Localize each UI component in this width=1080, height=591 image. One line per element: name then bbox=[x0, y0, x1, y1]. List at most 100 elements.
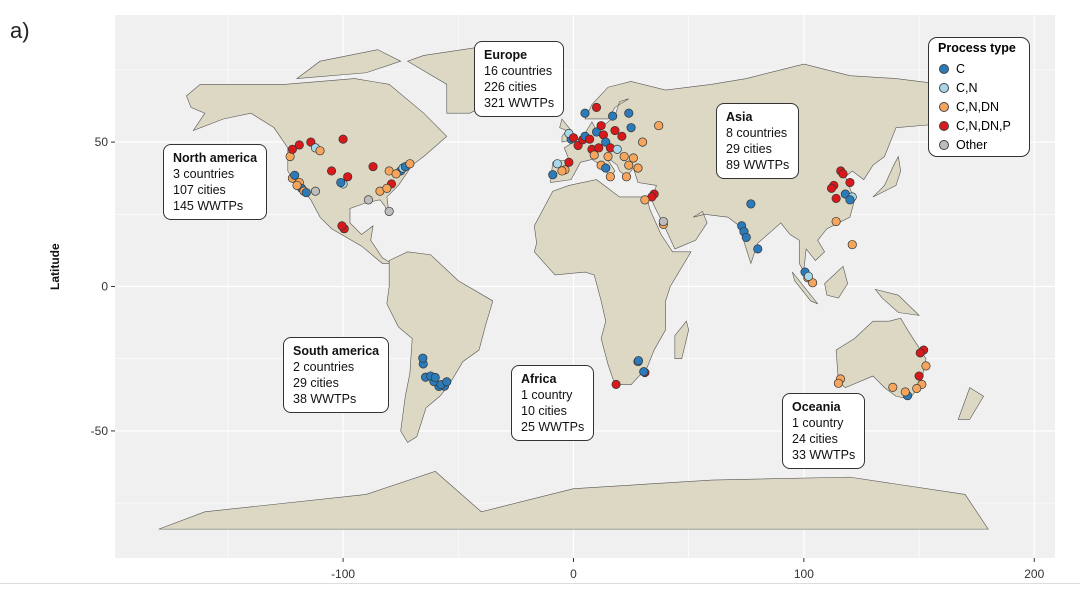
x-tick-label: 200 bbox=[1024, 567, 1044, 581]
panel-label: a) bbox=[10, 18, 30, 43]
data-point bbox=[845, 177, 855, 188]
legend-label: C,N bbox=[956, 80, 978, 95]
landmass-new-guinea bbox=[874, 288, 920, 316]
data-point bbox=[611, 379, 621, 389]
data-point bbox=[808, 278, 818, 288]
data-point bbox=[621, 172, 632, 182]
legend-item: C,N bbox=[929, 78, 1029, 97]
data-point bbox=[847, 240, 857, 250]
x-tick-label: -100 bbox=[331, 567, 355, 581]
annotation-title: Europe bbox=[484, 48, 528, 62]
annotation-line: 3 countries bbox=[173, 167, 235, 181]
legend-item: Other bbox=[929, 135, 1029, 154]
annotation-line: 38 WWTPs bbox=[293, 392, 357, 406]
data-point bbox=[442, 377, 452, 387]
y-tick-label: 50 bbox=[95, 135, 109, 149]
data-point bbox=[638, 137, 648, 147]
legend-item: C bbox=[929, 59, 1029, 78]
data-point bbox=[741, 232, 751, 242]
data-point bbox=[628, 153, 638, 163]
legend-swatch bbox=[939, 82, 949, 93]
data-point bbox=[658, 216, 668, 227]
legend-title: Process type bbox=[938, 41, 1016, 55]
data-point bbox=[363, 195, 373, 205]
data-point bbox=[633, 356, 644, 366]
annotation-line: 16 countries bbox=[484, 64, 553, 78]
annotation-line: 10 cities bbox=[521, 404, 567, 418]
landmass-new-zealand bbox=[957, 387, 984, 420]
data-point bbox=[585, 134, 595, 144]
data-point bbox=[912, 383, 922, 394]
legend-swatch bbox=[939, 120, 949, 131]
data-point bbox=[619, 151, 629, 162]
data-point bbox=[803, 271, 814, 281]
landmass-antarctica bbox=[158, 471, 989, 530]
annotation-title: Africa bbox=[521, 372, 557, 386]
data-point bbox=[633, 163, 643, 173]
data-point bbox=[290, 170, 300, 180]
annotation-africa: Africa 1 country 10 cities 25 WWTPs bbox=[511, 365, 595, 441]
y-axis-label: Latitude bbox=[48, 243, 62, 290]
landmass-madagascar bbox=[674, 320, 689, 360]
data-point bbox=[580, 108, 590, 118]
data-point bbox=[343, 172, 353, 182]
landmass-arctic-islands bbox=[295, 49, 402, 79]
data-point bbox=[310, 186, 320, 196]
data-point bbox=[617, 131, 627, 141]
annotation-title: Oceania bbox=[792, 400, 841, 414]
data-point bbox=[596, 121, 606, 131]
legend-swatch bbox=[939, 139, 949, 150]
data-point bbox=[391, 169, 401, 179]
annotation-line: 1 country bbox=[521, 388, 573, 402]
data-point bbox=[337, 221, 347, 231]
landmass-borneo bbox=[824, 265, 848, 299]
legend: Process type C C,N C,N,DN C,N,DN,P Other bbox=[928, 37, 1030, 157]
data-point bbox=[610, 125, 620, 136]
annotation-line: 1 country bbox=[792, 416, 844, 430]
data-point bbox=[624, 160, 634, 170]
data-point bbox=[301, 188, 311, 198]
data-point bbox=[405, 159, 415, 169]
data-point bbox=[336, 177, 346, 188]
data-point bbox=[921, 361, 931, 371]
data-point bbox=[831, 216, 841, 227]
x-tick-label: 0 bbox=[570, 567, 577, 581]
data-point bbox=[603, 151, 613, 162]
annotation-line: 29 cities bbox=[293, 376, 339, 390]
landmass-sumatra bbox=[792, 271, 818, 305]
legend-item: C,N,DN,P bbox=[929, 116, 1029, 135]
annotation-line: 33 WWTPs bbox=[792, 448, 856, 462]
data-point bbox=[589, 150, 599, 160]
data-point bbox=[626, 123, 636, 133]
y-tick-label: -50 bbox=[91, 424, 109, 438]
data-point bbox=[384, 206, 394, 216]
data-point bbox=[430, 372, 440, 383]
data-point bbox=[888, 382, 898, 392]
annotation-line: 2 countries bbox=[293, 360, 355, 374]
annotation-line: 24 cities bbox=[792, 432, 838, 446]
data-point bbox=[838, 169, 848, 179]
x-tick-label: 100 bbox=[794, 567, 814, 581]
y-tick-label: 0 bbox=[101, 280, 108, 294]
data-point bbox=[601, 163, 611, 173]
data-point bbox=[605, 172, 615, 182]
annotation-line: 25 WWTPs bbox=[521, 420, 585, 434]
data-point bbox=[548, 170, 558, 180]
data-point bbox=[564, 157, 574, 167]
data-point bbox=[612, 144, 622, 154]
data-point bbox=[382, 183, 392, 193]
divider bbox=[0, 583, 1080, 584]
legend-item: C,N,DN bbox=[929, 97, 1029, 116]
legend-label: Other bbox=[956, 137, 988, 152]
landmass-africa bbox=[533, 179, 692, 386]
annotation-line: 89 WWTPs bbox=[726, 158, 790, 172]
annotation-title: North america bbox=[173, 151, 258, 165]
data-point bbox=[368, 162, 378, 172]
annotation-line: 29 cities bbox=[726, 142, 772, 156]
annotation-europe: Europe 16 countries 226 cities 321 WWTPs bbox=[474, 41, 565, 117]
data-point bbox=[608, 111, 618, 121]
data-point bbox=[315, 146, 325, 156]
data-point bbox=[826, 183, 837, 193]
landmass-south-america bbox=[386, 251, 494, 443]
